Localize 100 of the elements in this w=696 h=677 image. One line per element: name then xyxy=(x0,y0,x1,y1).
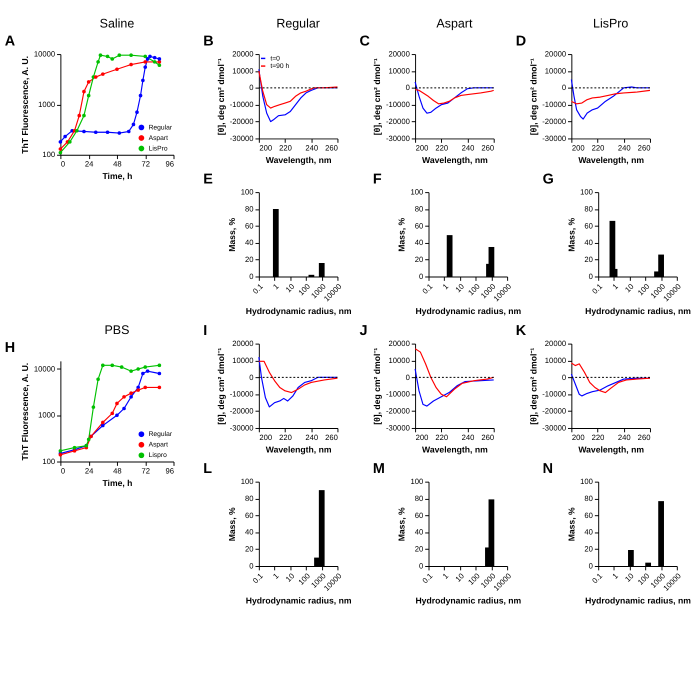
x-tick-label: 200 xyxy=(416,432,428,442)
y-axis-title: Mass, % xyxy=(566,507,576,542)
line-series xyxy=(414,88,494,104)
y-tick-label: 100 xyxy=(580,477,593,486)
point xyxy=(101,72,105,76)
x-tick-label: 220 xyxy=(435,143,448,152)
y-tick-label: -10000 xyxy=(230,390,254,399)
line-series xyxy=(570,362,651,394)
point xyxy=(129,53,133,58)
y-axis-title: [θ], deg cm² dmol⁻¹ xyxy=(216,348,226,425)
y-axis-title: ThT Fluorescence, A. U. xyxy=(20,362,30,461)
point xyxy=(118,131,122,135)
point xyxy=(86,438,90,442)
y-tick-label: -10000 xyxy=(542,390,566,399)
y-tick-label: 40 xyxy=(584,238,593,248)
y-tick-label: 20 xyxy=(414,544,424,554)
text: J xyxy=(360,322,368,339)
x-axis-title: Hydrodynamic radius, nm xyxy=(415,306,522,316)
x-tick-label: 96 xyxy=(165,466,174,476)
point xyxy=(94,75,98,79)
x-tick-label: 220 xyxy=(279,143,292,152)
y-tick-label: -20000 xyxy=(542,116,566,126)
y-tick-label: 0 xyxy=(418,272,424,281)
y-tick-label: 10000 xyxy=(34,49,56,58)
point xyxy=(82,130,86,134)
y-tick-label: 20 xyxy=(245,255,254,264)
x-axis-title: Time, h xyxy=(102,171,132,182)
x-tick-label: 72 xyxy=(141,466,150,476)
point xyxy=(152,60,156,64)
y-tick-label: -30000 xyxy=(542,134,566,143)
y-tick-label: 0 xyxy=(406,372,410,382)
chart-title: Aspart xyxy=(436,16,473,30)
y-tick-label: 10000 xyxy=(388,66,410,76)
x-axis-title: Wavelength, nm xyxy=(578,444,644,454)
x-tick-label: 240 xyxy=(618,143,631,152)
x-tick-label: 240 xyxy=(462,143,474,152)
chart-title: LisPro xyxy=(593,16,628,30)
y-tick-label: 100 xyxy=(410,188,424,197)
point xyxy=(132,122,136,126)
point xyxy=(148,54,152,58)
point xyxy=(101,364,105,368)
y-tick-label: 40 xyxy=(414,528,424,537)
point xyxy=(92,405,96,409)
chart-title: PBS xyxy=(104,323,130,338)
point xyxy=(94,130,98,134)
text: B xyxy=(203,33,214,50)
y-tick-label: 80 xyxy=(584,204,593,214)
x-tick-label: 200 xyxy=(572,432,585,442)
y-tick-label: 80 xyxy=(584,494,593,503)
point xyxy=(146,57,150,61)
point xyxy=(143,54,148,58)
point xyxy=(141,78,145,82)
y-tick-label: 0 xyxy=(406,83,410,92)
y-tick-label: -20000 xyxy=(230,116,254,126)
point xyxy=(58,147,62,151)
text: D xyxy=(516,33,526,50)
y-tick-label: 80 xyxy=(245,494,254,503)
x-tick-label: 240 xyxy=(618,432,631,442)
x-tick-label: 0 xyxy=(60,466,66,476)
line-series xyxy=(570,78,651,120)
y-tick-label: -30000 xyxy=(230,134,254,143)
y-tick-label: 20 xyxy=(584,544,593,554)
text: A xyxy=(4,33,16,50)
y-axis-title: [θ], deg cm² dmol⁻¹ xyxy=(528,348,538,425)
x-tick-label: 48 xyxy=(113,466,122,476)
y-tick-label: -10000 xyxy=(542,100,566,110)
point xyxy=(152,56,156,60)
x-tick-label: 240 xyxy=(305,432,318,442)
point xyxy=(96,60,100,64)
point xyxy=(143,65,148,69)
text: F xyxy=(372,172,382,188)
line-series xyxy=(414,348,494,398)
y-tick-label: 20000 xyxy=(232,339,254,348)
point xyxy=(129,395,133,399)
y-tick-label: 60 xyxy=(414,221,424,230)
point xyxy=(58,140,62,144)
point xyxy=(115,67,119,72)
y-tick-label: 0 xyxy=(588,561,593,570)
y-tick-label: -20000 xyxy=(542,406,566,416)
y-tick-label: -20000 xyxy=(230,406,254,416)
point xyxy=(63,134,67,138)
x-axis-title: Wavelength, nm xyxy=(422,444,488,454)
x-axis-title: Hydrodynamic radius, nm xyxy=(415,595,522,606)
y-tick-label: 40 xyxy=(584,528,593,537)
x-axis-title: Hydrodynamic radius, nm xyxy=(585,595,692,606)
point xyxy=(129,391,133,395)
x-tick-label: 72 xyxy=(141,160,150,169)
x-tick-label: 260 xyxy=(481,432,494,442)
y-tick-label: -10000 xyxy=(230,100,254,110)
x-tick-label: 240 xyxy=(305,143,318,152)
point xyxy=(115,413,119,418)
x-axis-title: Hydrodynamic radius, nm xyxy=(246,595,352,606)
point xyxy=(72,446,76,450)
point xyxy=(106,54,110,58)
point xyxy=(129,62,133,66)
point xyxy=(75,128,79,133)
chart-title: Regular xyxy=(276,16,320,30)
y-tick-label: -10000 xyxy=(386,100,410,110)
y-tick-label: 10000 xyxy=(232,66,254,76)
y-tick-label: 0 xyxy=(562,372,566,382)
